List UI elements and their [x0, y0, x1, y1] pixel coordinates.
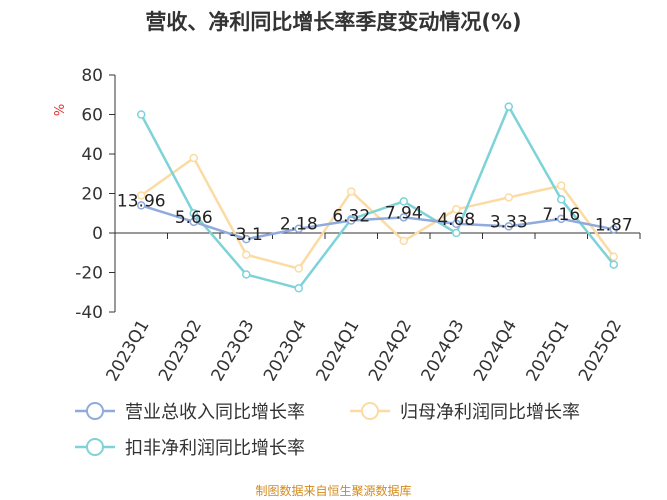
- data-point: [399, 213, 408, 222]
- data-point: [189, 153, 198, 163]
- x-tick-label: 2025Q1: [523, 317, 574, 385]
- y-tick-label: -20: [75, 264, 103, 284]
- data-point: [347, 216, 356, 225]
- data-point: [557, 214, 566, 224]
- legend-item: 扣非净利润同比增长率: [75, 438, 305, 459]
- data-label: 6.32: [332, 207, 370, 227]
- data-label: 3.33: [490, 212, 528, 232]
- data-point: [452, 228, 461, 238]
- legend-label: 归母净利润同比增长率: [400, 402, 580, 423]
- data-point: [609, 260, 618, 269]
- data-point: [609, 225, 618, 234]
- data-point: [399, 197, 408, 206]
- data-point: [189, 209, 198, 218]
- data-point: [504, 193, 513, 202]
- data-point: [242, 250, 251, 259]
- y-tick-label: -40: [75, 303, 103, 323]
- y-tick-label: 20: [81, 185, 103, 205]
- data-point: [189, 217, 198, 227]
- data-label: 7.16: [542, 205, 580, 225]
- x-tick-label: 2023Q3: [208, 317, 259, 385]
- data-label: 1.87: [595, 215, 633, 235]
- y-tick-label: 0: [92, 224, 103, 244]
- data-point: [294, 264, 303, 273]
- x-tick-label: 2025Q2: [575, 317, 626, 385]
- x-tick-label: 2024Q1: [313, 317, 364, 385]
- data-point: [242, 270, 251, 279]
- chart-title: 营收、净利同比增长率季度变动情况(%): [145, 10, 522, 34]
- data-point: [504, 102, 513, 111]
- data-label: 2.18: [280, 215, 318, 235]
- data-point: [557, 181, 566, 190]
- data-point: [504, 222, 513, 231]
- legend-marker: [361, 402, 379, 420]
- legend-label: 扣非净利润同比增长率: [125, 438, 305, 459]
- data-point: [294, 284, 303, 293]
- x-tick-label: 2024Q2: [365, 317, 416, 385]
- data-label: 7.94: [385, 203, 423, 223]
- series-line: [140, 204, 614, 241]
- data-label: -3.1: [230, 225, 263, 245]
- legend-item: 营业总收入同比增长率: [75, 402, 305, 423]
- data-point: [399, 236, 408, 246]
- data-label: 5.66: [175, 208, 213, 228]
- x-tick-label: 2023Q4: [260, 317, 311, 385]
- data-point: [242, 234, 251, 244]
- legend-marker: [86, 438, 104, 456]
- legend-item: 归母净利润同比增长率: [350, 402, 580, 423]
- data-point: [137, 191, 146, 200]
- source-note: 制图数据来自恒生聚源数据库: [255, 484, 412, 498]
- data-point: [137, 110, 146, 119]
- data-label: 13.96: [117, 191, 166, 211]
- series-layer: [137, 102, 618, 293]
- y-tick-label: 80: [81, 66, 103, 86]
- data-labels-layer: 13.96 5.66 -3.1 2.18 6.32 7.94 4.68 3.33 7.16 1.8…: [117, 191, 633, 245]
- data-point: [294, 224, 303, 233]
- data-point: [609, 252, 618, 261]
- x-tick-label: 2023Q2: [155, 317, 206, 385]
- data-point: [452, 205, 461, 214]
- y-tick-label: 60: [81, 106, 103, 126]
- data-point: [557, 195, 566, 204]
- x-tick-label: 2023Q1: [103, 317, 154, 385]
- x-tick-label: 2024Q3: [418, 317, 469, 385]
- series-line: [140, 156, 615, 270]
- data-label: 4.68: [437, 210, 475, 230]
- y-tick-label: 40: [81, 145, 103, 165]
- series-line: [140, 105, 615, 290]
- legend-label: 营业总收入同比增长率: [125, 402, 305, 423]
- data-point: [137, 201, 146, 210]
- legend-marker: [86, 402, 104, 420]
- x-tick-label: 2024Q4: [470, 317, 521, 385]
- y-axis-title: %: [53, 104, 68, 116]
- data-point: [347, 187, 356, 196]
- data-point: [452, 219, 461, 229]
